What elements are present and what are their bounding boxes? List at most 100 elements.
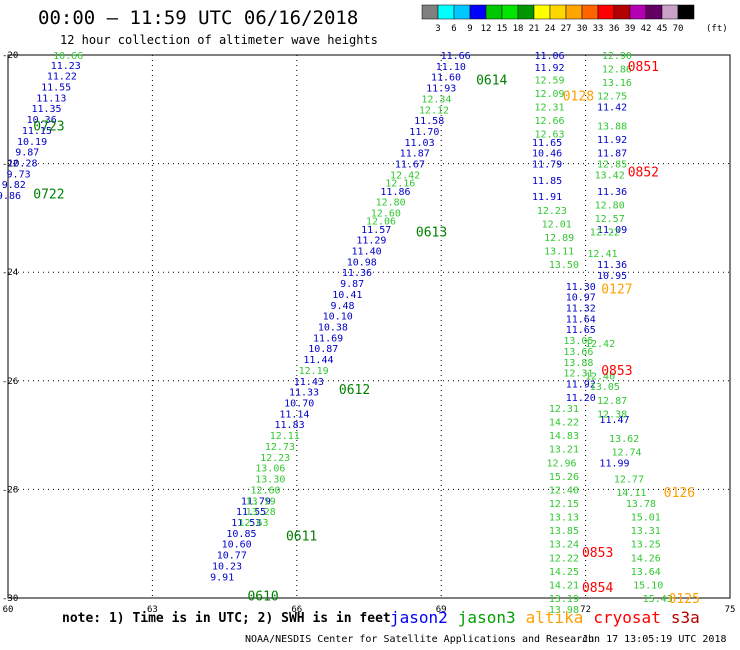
pass-time-label: 0611 xyxy=(286,530,317,545)
wave-height-label: 12.11 xyxy=(270,431,300,442)
wave-height-label: 11.53 xyxy=(231,518,261,529)
wave-height-label: 12.19 xyxy=(299,366,329,377)
wave-height-label: 11.55 xyxy=(41,82,71,93)
wave-height-label: 13.05 xyxy=(590,382,620,393)
wave-height-label: 10.38 xyxy=(318,323,348,334)
wave-height-label: 11.42 xyxy=(597,103,627,114)
wave-height-label: 13.25 xyxy=(631,540,661,551)
wave-height-label: 10.87 xyxy=(308,344,338,355)
wave-height-label: 10.98 xyxy=(347,257,377,268)
wave-height-label: 14.26 xyxy=(631,553,661,564)
wave-height-label: 11.79 xyxy=(241,496,271,507)
wave-height-label: 11.92 xyxy=(566,380,596,391)
wave-height-label: 9.87 xyxy=(340,279,364,290)
colorbar-tick-label: 3 xyxy=(435,24,440,34)
colorbar-tick-label: 9 xyxy=(467,24,472,34)
wave-height-label: 10.95 xyxy=(597,271,627,282)
wave-height-label: 13.50 xyxy=(549,260,579,271)
wave-height-label: 12.22 xyxy=(549,553,579,564)
legend-jason2: jason2 xyxy=(390,608,448,627)
satellite-legend: jason2 jason3 altika cryosat s3a xyxy=(390,608,710,627)
wave-height-label: 11.32 xyxy=(566,303,596,314)
y-tick-label: -24 xyxy=(2,268,18,278)
wave-height-label: 12.06 xyxy=(366,217,396,228)
wave-height-label: 12.31 xyxy=(563,369,593,380)
wave-height-label: 12.63 xyxy=(238,518,268,529)
wave-height-label: 12.15 xyxy=(549,499,579,510)
wave-height-label: 11.13 xyxy=(36,93,66,104)
wave-height-label: 10.60 xyxy=(222,540,252,551)
wave-height-label: 13.13 xyxy=(549,513,579,524)
wave-height-label: 13.88 xyxy=(563,358,593,369)
wave-height-label: 11.67 xyxy=(395,160,425,171)
wave-height-label: 11.10 xyxy=(436,62,466,73)
wave-height-label: 11.64 xyxy=(566,314,596,325)
wave-height-label: 11.86 xyxy=(380,187,410,198)
wave-height-label: 10.77 xyxy=(217,551,247,562)
wave-height-label: 13.66 xyxy=(563,347,593,358)
colorbar-tick-label: 15 xyxy=(497,24,508,34)
footer-timestamp: Jun 17 13:05:19 UTC 2018 xyxy=(582,634,727,645)
wave-height-label: 9.87 xyxy=(15,148,39,159)
pass-time-label: 0126 xyxy=(664,486,695,501)
wave-height-label: 12.60 xyxy=(371,208,401,219)
wave-height-label: 10.41 xyxy=(332,290,362,301)
colorbar-tick-label: 27 xyxy=(561,24,572,34)
wave-height-label: 12.90 xyxy=(602,51,632,62)
y-tick-label: -20 xyxy=(2,51,18,61)
wave-height-label: 12.59 xyxy=(534,75,564,86)
wave-height-label: 14.22 xyxy=(549,418,579,429)
colorbar-tick-label: 12 xyxy=(481,24,492,34)
wave-height-label: 10.66 xyxy=(53,51,83,62)
chart-subtitle: 12 hour collection of altimeter wave hei… xyxy=(60,33,378,47)
wave-height-label: 12.41 xyxy=(587,249,617,260)
wave-height-label: 11.03 xyxy=(404,138,434,149)
colorbar-swatch xyxy=(677,4,695,20)
wave-height-label: 12.80 xyxy=(595,200,625,211)
x-tick-label: 69 xyxy=(436,605,447,615)
wave-height-label: 13.19 xyxy=(549,594,579,605)
wave-height-label: 12.63 xyxy=(534,130,564,141)
wave-height-label: 12.75 xyxy=(597,92,627,103)
x-tick-label: 63 xyxy=(147,605,158,615)
wave-height-label: 11.99 xyxy=(599,458,629,469)
wave-height-label: 10.23 xyxy=(212,561,242,572)
wave-height-label: 11.15 xyxy=(22,126,52,137)
wave-height-label: 11.20 xyxy=(566,393,596,404)
wave-height-label: 13.98 xyxy=(549,605,579,616)
legend-altika: altika xyxy=(525,608,584,627)
pass-time-label: 0853 xyxy=(601,364,632,379)
x-tick-label: 60 xyxy=(3,605,14,615)
wave-height-label: 12.38 xyxy=(597,409,627,420)
wave-height-label: 11.58 xyxy=(414,116,444,127)
wave-height-label: 11.22 xyxy=(47,72,77,83)
wave-height-label: 9.48 xyxy=(330,301,354,312)
wave-height-label: 13.64 xyxy=(631,567,661,578)
wave-height-label: 13.78 xyxy=(626,499,656,510)
wave-height-label: 11.43 xyxy=(294,377,324,388)
wave-height-label: 10.10 xyxy=(323,312,353,323)
wave-height-label: 13.16 xyxy=(602,78,632,89)
wave-height-label: 12.40 xyxy=(549,485,579,496)
wave-height-label: 10.36 xyxy=(27,115,57,126)
pass-time-label: 0127 xyxy=(601,282,632,297)
wave-height-label: 13.31 xyxy=(631,526,661,537)
wave-height-label: 10.46 xyxy=(532,149,562,160)
wave-height-label: 12.80 xyxy=(376,198,406,209)
wave-height-label: 13.28 xyxy=(246,507,276,518)
pass-time-label: 0851 xyxy=(628,60,659,75)
y-tick-label: -26 xyxy=(2,377,18,387)
colorbar-tick-label: 45 xyxy=(657,24,668,34)
wave-height-label: 11.91 xyxy=(532,192,562,203)
wave-height-label: 11.66 xyxy=(441,51,471,62)
wave-height-label: 9.91 xyxy=(210,572,234,583)
wave-height-label: 12.96 xyxy=(546,458,576,469)
footer-credit: NOAA/NESDIS Center for Satellite Applica… xyxy=(245,634,595,645)
colorbar-tick-label: 39 xyxy=(625,24,636,34)
wave-height-label: 13.24 xyxy=(549,540,579,551)
legend-jason3: jason3 xyxy=(457,608,516,627)
wave-height-label: 13.88 xyxy=(597,122,627,133)
wave-height-label: 11.06 xyxy=(534,51,564,62)
wave-height-label: 10.19 xyxy=(17,137,47,148)
wave-height-label: 11.57 xyxy=(361,225,391,236)
